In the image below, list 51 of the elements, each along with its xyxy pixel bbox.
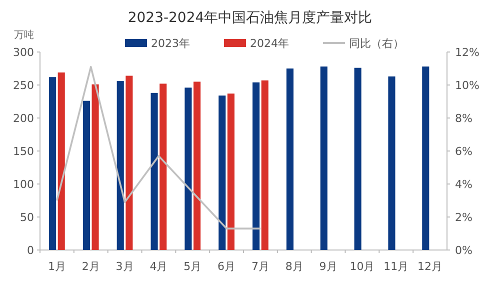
y2-tick-label: 2%: [455, 211, 472, 224]
x-tick-label: 4月: [150, 260, 168, 273]
bar: [354, 68, 362, 250]
bar: [320, 66, 328, 250]
y-tick-label: 0: [27, 244, 34, 257]
x-tick-label: 9月: [319, 260, 338, 273]
bar: [194, 82, 201, 250]
bar: [126, 76, 133, 250]
bar: [252, 82, 260, 250]
bar: [388, 76, 396, 250]
x-tick-label: 7月: [251, 260, 270, 273]
y2-tick-label: 6%: [455, 145, 472, 158]
legend-label: 2024年: [250, 37, 289, 50]
y-tick-label: 200: [13, 112, 34, 125]
bar: [261, 80, 268, 250]
x-tick-label: 8月: [285, 260, 304, 273]
bar: [184, 88, 192, 250]
y-tick-label: 150: [13, 145, 34, 158]
y2-tick-label: 10%: [455, 79, 480, 92]
bar: [49, 77, 56, 250]
bar: [286, 68, 294, 250]
x-tick-label: 10月: [350, 260, 375, 273]
y2-tick-label: 12%: [455, 46, 480, 59]
x-tick-label: 3月: [116, 260, 134, 273]
line-series: [56, 66, 262, 230]
y-tick-label: 300: [13, 46, 34, 59]
legend-label: 2023年: [151, 37, 190, 50]
x-tick-label: 6月: [218, 260, 236, 273]
x-tick-label: 12月: [418, 260, 443, 273]
bar: [58, 72, 65, 250]
x-tick-label: 5月: [184, 260, 202, 273]
y2-tick-label: 8%: [455, 112, 472, 125]
bar: [227, 94, 234, 250]
x-tick-label: 2月: [82, 260, 100, 273]
y2-tick-label: 4%: [455, 178, 472, 191]
y-tick-label: 50: [20, 211, 34, 224]
x-tick-label: 1月: [48, 260, 66, 273]
bar: [150, 92, 158, 250]
y-tick-label: 100: [13, 178, 34, 191]
y-axis-title: 万吨: [14, 29, 34, 41]
x-tick-label: 11月: [384, 260, 409, 273]
bar: [92, 84, 99, 250]
bar: [422, 66, 430, 250]
bar: [160, 84, 167, 250]
chart-title: 2023-2024年中国石油焦月度产量对比: [128, 10, 372, 26]
bar: [116, 81, 124, 250]
y-tick-label: 250: [13, 79, 34, 92]
bar: [218, 96, 226, 250]
y2-tick-label: 0%: [455, 244, 472, 257]
bar: [82, 100, 90, 250]
legend-label: 同比（右）: [349, 37, 404, 50]
